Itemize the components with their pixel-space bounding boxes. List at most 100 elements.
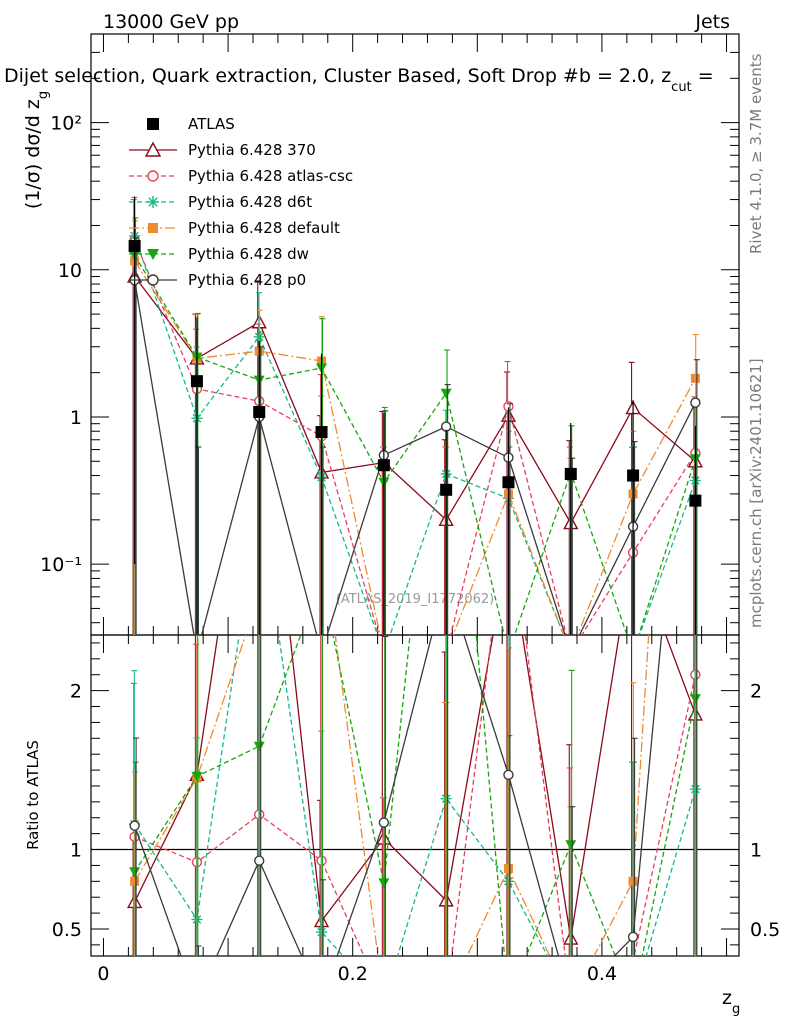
series-3-ratio-point <box>503 864 513 874</box>
asterisk-stroke <box>629 997 637 1005</box>
atlas-point <box>502 476 515 489</box>
series-2-point <box>628 647 639 658</box>
series-3-line-main <box>134 260 696 635</box>
series-4-ratio-point <box>628 996 639 1006</box>
legend-label-6: Pythia 6.428 p0 <box>188 271 306 289</box>
series-5-line-ratio <box>134 635 663 956</box>
series-2-point <box>378 647 389 658</box>
series-2-ratio-point <box>628 995 639 1006</box>
series-3-ratio-point <box>566 996 575 1005</box>
x-axis-title-main: z <box>722 987 732 1009</box>
asterisk-stroke <box>148 197 158 207</box>
series-3-ratio-point <box>379 996 388 1005</box>
y-tick-label-ratio: 0.5 <box>52 919 82 941</box>
y-axis-title-sub: g <box>36 91 51 99</box>
series-2-point <box>565 647 576 658</box>
series-4-ratio-point <box>565 840 577 851</box>
asterisk-stroke <box>380 997 388 1005</box>
series-5-line-main <box>133 280 696 635</box>
series-4-point <box>628 648 639 658</box>
ratio-panel-frame <box>90 634 740 957</box>
atlas-point <box>315 426 328 439</box>
legend-marker-3 <box>147 196 159 208</box>
series-1-point <box>379 648 388 657</box>
series-4-point <box>440 388 452 399</box>
legend: ATLAS Pythia 6.428 370 Pythia 6.428 atlas-… <box>129 115 353 289</box>
series-3-ratio-point <box>130 876 140 886</box>
asterisk-stroke <box>567 649 575 657</box>
x-axis-title: zg <box>722 987 740 1017</box>
mcplots-label: mcplots.cern.ch [arXiv:2401.10621] <box>747 358 765 628</box>
plot-title-main: Dijet selection, Quark extraction, Clust… <box>4 65 671 87</box>
analysis-watermark: (ATLAS_2019_I1772062) <box>336 592 494 607</box>
y-tick-label-main: 10 <box>58 260 82 282</box>
plot-title: Dijet selection, Quark extraction, Clust… <box>4 65 714 95</box>
atlas-point <box>253 406 266 419</box>
series-4-ratio-point <box>689 694 701 705</box>
series-2-ratio-point <box>378 995 389 1006</box>
rivet-version-label: Rivet 4.1.0, ≥ 3.7M events <box>747 53 765 254</box>
series-5-ratio-point <box>627 931 639 943</box>
series-5-point <box>690 397 701 408</box>
series-4-line-main <box>134 255 697 635</box>
series-5-ratio-point <box>254 855 265 866</box>
series-5-ratio-point <box>317 996 326 1005</box>
atlas-point <box>440 483 453 496</box>
header-jets-label: Jets <box>694 11 730 33</box>
series-4-ratio-point <box>191 771 203 782</box>
series-5-ratio-point <box>129 820 140 831</box>
series-3-point <box>690 373 700 383</box>
legend-label-1: Pythia 6.428 370 <box>188 141 316 159</box>
legend-marker-4 <box>148 223 158 233</box>
y-axis-title-main: (1/σ) dσ/d z <box>22 99 44 209</box>
series-2-ratio-point <box>565 995 576 1006</box>
series-5-ratio-point <box>503 769 514 781</box>
y-tick-label-ratio-right: 0.5 <box>750 919 780 941</box>
ratio-axis-title: Ratio to ATLAS <box>24 740 42 850</box>
series-4-line-ratio <box>134 635 697 956</box>
series-1-ratio-point <box>566 996 575 1005</box>
asterisk-stroke <box>380 649 388 657</box>
y-tick-label-ratio-right: 2 <box>750 681 762 703</box>
ratio-plot-layer <box>91 289 739 1006</box>
series-3-ratio-point <box>628 876 638 886</box>
y-tick-label-main: 10⁻¹ <box>40 554 82 576</box>
atlas-point <box>564 467 577 480</box>
series-5-ratio-point <box>566 996 575 1005</box>
asterisk-stroke <box>629 649 637 657</box>
legend-marker-atlas <box>147 118 159 130</box>
legend-label-3: Pythia 6.428 d6t <box>188 193 312 211</box>
series-4-ratio-point <box>378 878 390 889</box>
asterisk-stroke <box>629 997 637 1005</box>
series-3-line-ratio <box>134 635 650 956</box>
series-2-line-ratio <box>134 635 697 956</box>
asterisk-stroke <box>380 997 388 1005</box>
y-tick-label-ratio-right: 1 <box>750 840 762 862</box>
y-tick-label-main: 10² <box>50 113 82 135</box>
series-4-ratio-point <box>441 289 452 299</box>
legend-marker-2 <box>147 170 159 182</box>
series-4-ratio-point <box>503 996 514 1006</box>
x-tick-label: 0 <box>97 963 109 985</box>
plot-title-sub: cut <box>671 80 691 95</box>
legend-label-2: Pythia 6.428 atlas-csc <box>188 167 353 185</box>
legend-label-0: ATLAS <box>188 115 235 133</box>
y-tick-label-ratio: 1 <box>70 840 82 862</box>
series-1-line-ratio <box>134 635 697 956</box>
series-1-point <box>566 648 575 657</box>
legend-marker-1 <box>144 141 162 157</box>
atlas-point <box>190 375 203 388</box>
series-1-ratio-point <box>379 996 388 1005</box>
series-0-line-ratio <box>134 635 696 939</box>
asterisk-stroke <box>629 649 637 657</box>
plot-title-tail: = <box>692 65 714 87</box>
series-2-line-main <box>134 235 696 635</box>
y-axis-title: (1/σ) dσ/d zg <box>22 91 51 209</box>
y-tick-label-main: 1 <box>70 407 82 429</box>
x-tick-label: 0.4 <box>587 963 617 985</box>
series-4-ratio-point <box>253 741 265 752</box>
series-5-point <box>566 648 575 657</box>
series-3-point <box>566 648 575 657</box>
series-5-ratio-point <box>378 817 390 828</box>
